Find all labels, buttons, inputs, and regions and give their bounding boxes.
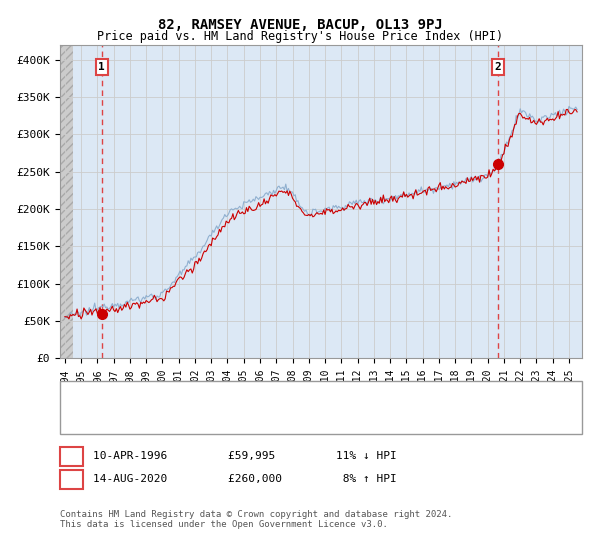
Text: 1: 1 bbox=[98, 62, 105, 72]
Text: 82, RAMSEY AVENUE, BACUP, OL13 9PJ (detached house): 82, RAMSEY AVENUE, BACUP, OL13 9PJ (deta… bbox=[114, 391, 433, 401]
Text: 2: 2 bbox=[68, 474, 75, 484]
Bar bbox=[60, 22, 73, 358]
Text: 14-AUG-2020         £260,000         8% ↑ HPI: 14-AUG-2020 £260,000 8% ↑ HPI bbox=[93, 474, 397, 484]
Text: 2: 2 bbox=[494, 62, 501, 72]
Text: 82, RAMSEY AVENUE, BACUP, OL13 9PJ: 82, RAMSEY AVENUE, BACUP, OL13 9PJ bbox=[158, 18, 442, 32]
Text: Contains HM Land Registry data © Crown copyright and database right 2024.
This d: Contains HM Land Registry data © Crown c… bbox=[60, 510, 452, 529]
Text: HPI: Average price, detached house, Rossendale: HPI: Average price, detached house, Ross… bbox=[114, 414, 401, 424]
Text: 1: 1 bbox=[68, 451, 75, 461]
Text: 10-APR-1996         £59,995         11% ↓ HPI: 10-APR-1996 £59,995 11% ↓ HPI bbox=[93, 451, 397, 461]
Text: Price paid vs. HM Land Registry's House Price Index (HPI): Price paid vs. HM Land Registry's House … bbox=[97, 30, 503, 43]
